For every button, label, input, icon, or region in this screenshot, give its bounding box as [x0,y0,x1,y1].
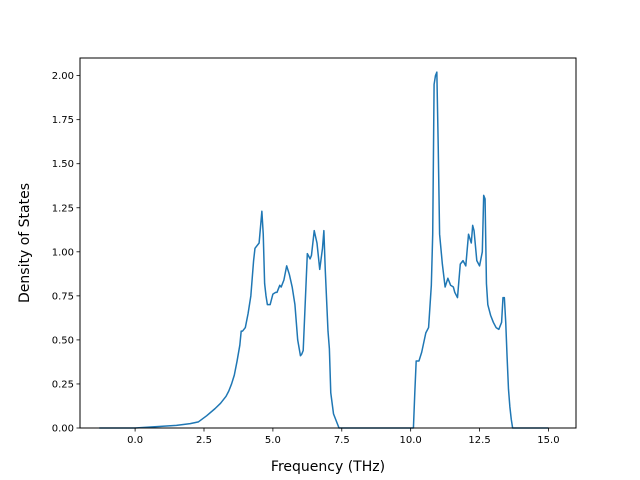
y-tick-label: 1.00 [52,247,74,258]
y-tick-label: 0.25 [52,379,74,390]
x-axis-ticks: 0.0 2.5 5.0 7.5 10.0 12.5 15.0 [127,428,560,446]
x-tick-label: 7.5 [334,435,350,446]
plot-area [99,71,549,429]
y-tick-label: 2.00 [52,71,74,82]
y-axis-label: Density of States [17,183,33,303]
y-tick-label: 1.25 [52,203,74,214]
x-axis-label: Frequency (THz) [271,459,385,475]
y-axis-ticks: 0.00 0.25 0.50 0.75 1.00 1.25 1.50 1.75 2.00 [52,71,80,435]
x-tick-label: 0.0 [127,435,143,446]
y-tick-label: 0.75 [52,291,74,302]
y-tick-label: 1.50 [52,159,74,170]
x-tick-label: 2.5 [196,435,212,446]
x-tick-label: 15.0 [537,435,559,446]
axes-frame [79,57,577,429]
x-tick-label: 10.0 [400,435,422,446]
y-tick-label: 1.75 [52,115,74,126]
x-tick-label: 5.0 [265,435,281,446]
y-tick-label: 0.50 [52,335,74,346]
dos-series-line [99,71,549,429]
x-tick-label: 12.5 [468,435,490,446]
y-tick-label: 0.00 [52,424,74,435]
